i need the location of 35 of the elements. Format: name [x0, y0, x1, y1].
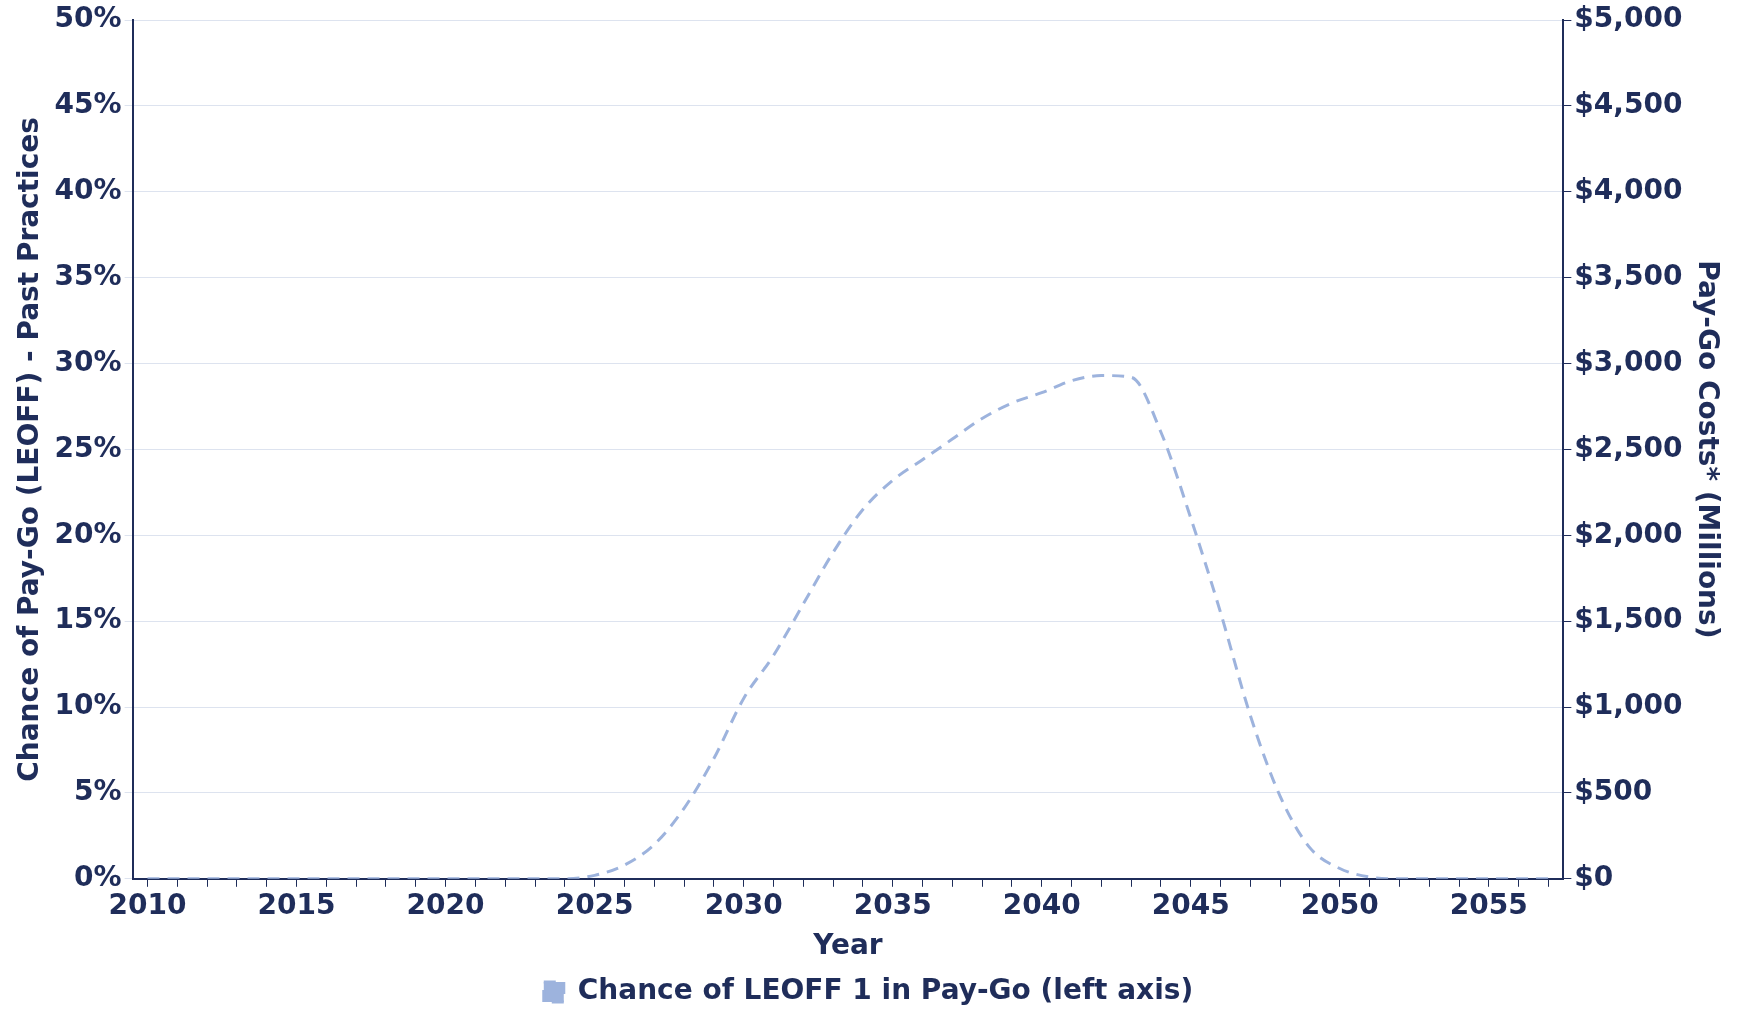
y-tick-label: 25%	[54, 430, 122, 464]
y-tick-label: 15%	[54, 602, 122, 636]
x-tick-label: 2015	[257, 887, 336, 921]
y2-tick-label: $2,000	[1574, 516, 1683, 550]
x-tick-label: 2055	[1449, 887, 1528, 921]
x-tick-label: 2020	[406, 887, 485, 921]
y-tick-label: 35%	[54, 258, 122, 292]
x-tick-label: 2050	[1300, 887, 1379, 921]
legend-label: Chance of LEOFF 1 in Pay-Go (left axis)	[577, 973, 1194, 1007]
y2-tick-label: $500	[1574, 774, 1653, 808]
y-tick-label: 5%	[74, 774, 122, 808]
line-series	[146, 374, 1550, 879]
x-tick-label: 2040	[1002, 887, 1081, 921]
y2-tick-label: $1,500	[1574, 602, 1683, 636]
y2-tick-label: $0	[1574, 860, 1614, 894]
x-tick-label: 2030	[704, 887, 783, 921]
y-axis-title: Chance of Pay-Go (LEOFF) - Past Practices	[12, 117, 46, 782]
y-tick-label: 10%	[54, 688, 122, 722]
x-tick-label: 2035	[853, 887, 932, 921]
y-tick-label: 40%	[54, 173, 122, 207]
y-tick-label: 50%	[54, 1, 122, 35]
x-tick-label: 2025	[555, 887, 634, 921]
y2-tick-label: $5,000	[1574, 1, 1683, 35]
x-tick-label: 2045	[1151, 887, 1230, 921]
y-tick-label: 30%	[54, 344, 122, 378]
y2-axis-title: Pay-Go Costs* (Millions)	[1691, 260, 1725, 639]
y2-tick-label: $4,500	[1574, 87, 1683, 121]
y-tick-label: 45%	[54, 87, 122, 121]
y-tick-label: 20%	[54, 516, 122, 550]
y2-tick-label: $2,500	[1574, 430, 1683, 464]
y2-tick-label: $1,000	[1574, 688, 1683, 722]
y2-tick-label: $3,000	[1574, 344, 1683, 378]
y2-tick-label: $4,000	[1574, 173, 1683, 207]
y2-tick-label: $3,500	[1574, 258, 1683, 292]
x-axis-title: Year	[812, 928, 883, 962]
